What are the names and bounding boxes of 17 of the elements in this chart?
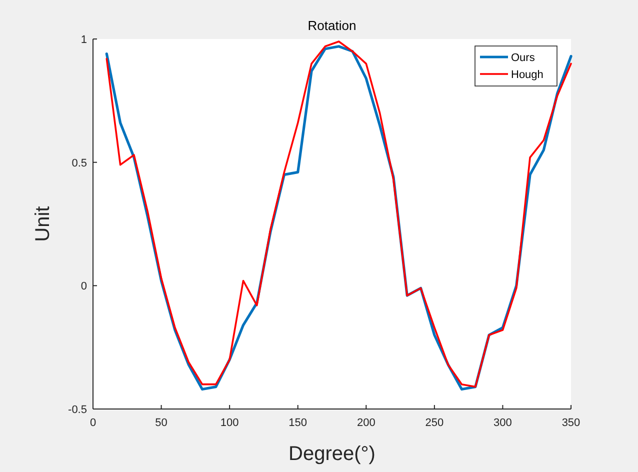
legend-label: Hough: [511, 69, 544, 81]
x-tick-label: 350: [562, 417, 580, 429]
x-tick-label: 150: [288, 417, 308, 429]
x-tick-label: 100: [220, 417, 239, 429]
x-axis-title: Degree(°): [288, 443, 376, 465]
legend-label: Ours: [511, 52, 536, 64]
y-tick-label: 1: [80, 34, 87, 46]
x-tick-label: 300: [494, 417, 512, 429]
chart-title: Rotation: [308, 18, 356, 33]
x-tick-label: 50: [155, 417, 168, 429]
x-tick-label: 250: [425, 417, 444, 429]
y-tick-label: -0.5: [68, 404, 87, 416]
y-tick-label: 0.5: [72, 157, 87, 170]
x-tick-label: 200: [356, 417, 376, 429]
y-tick-label: 0: [80, 280, 87, 293]
y-axis-title: Unit: [32, 206, 54, 242]
x-tick-label: 0: [90, 417, 96, 429]
